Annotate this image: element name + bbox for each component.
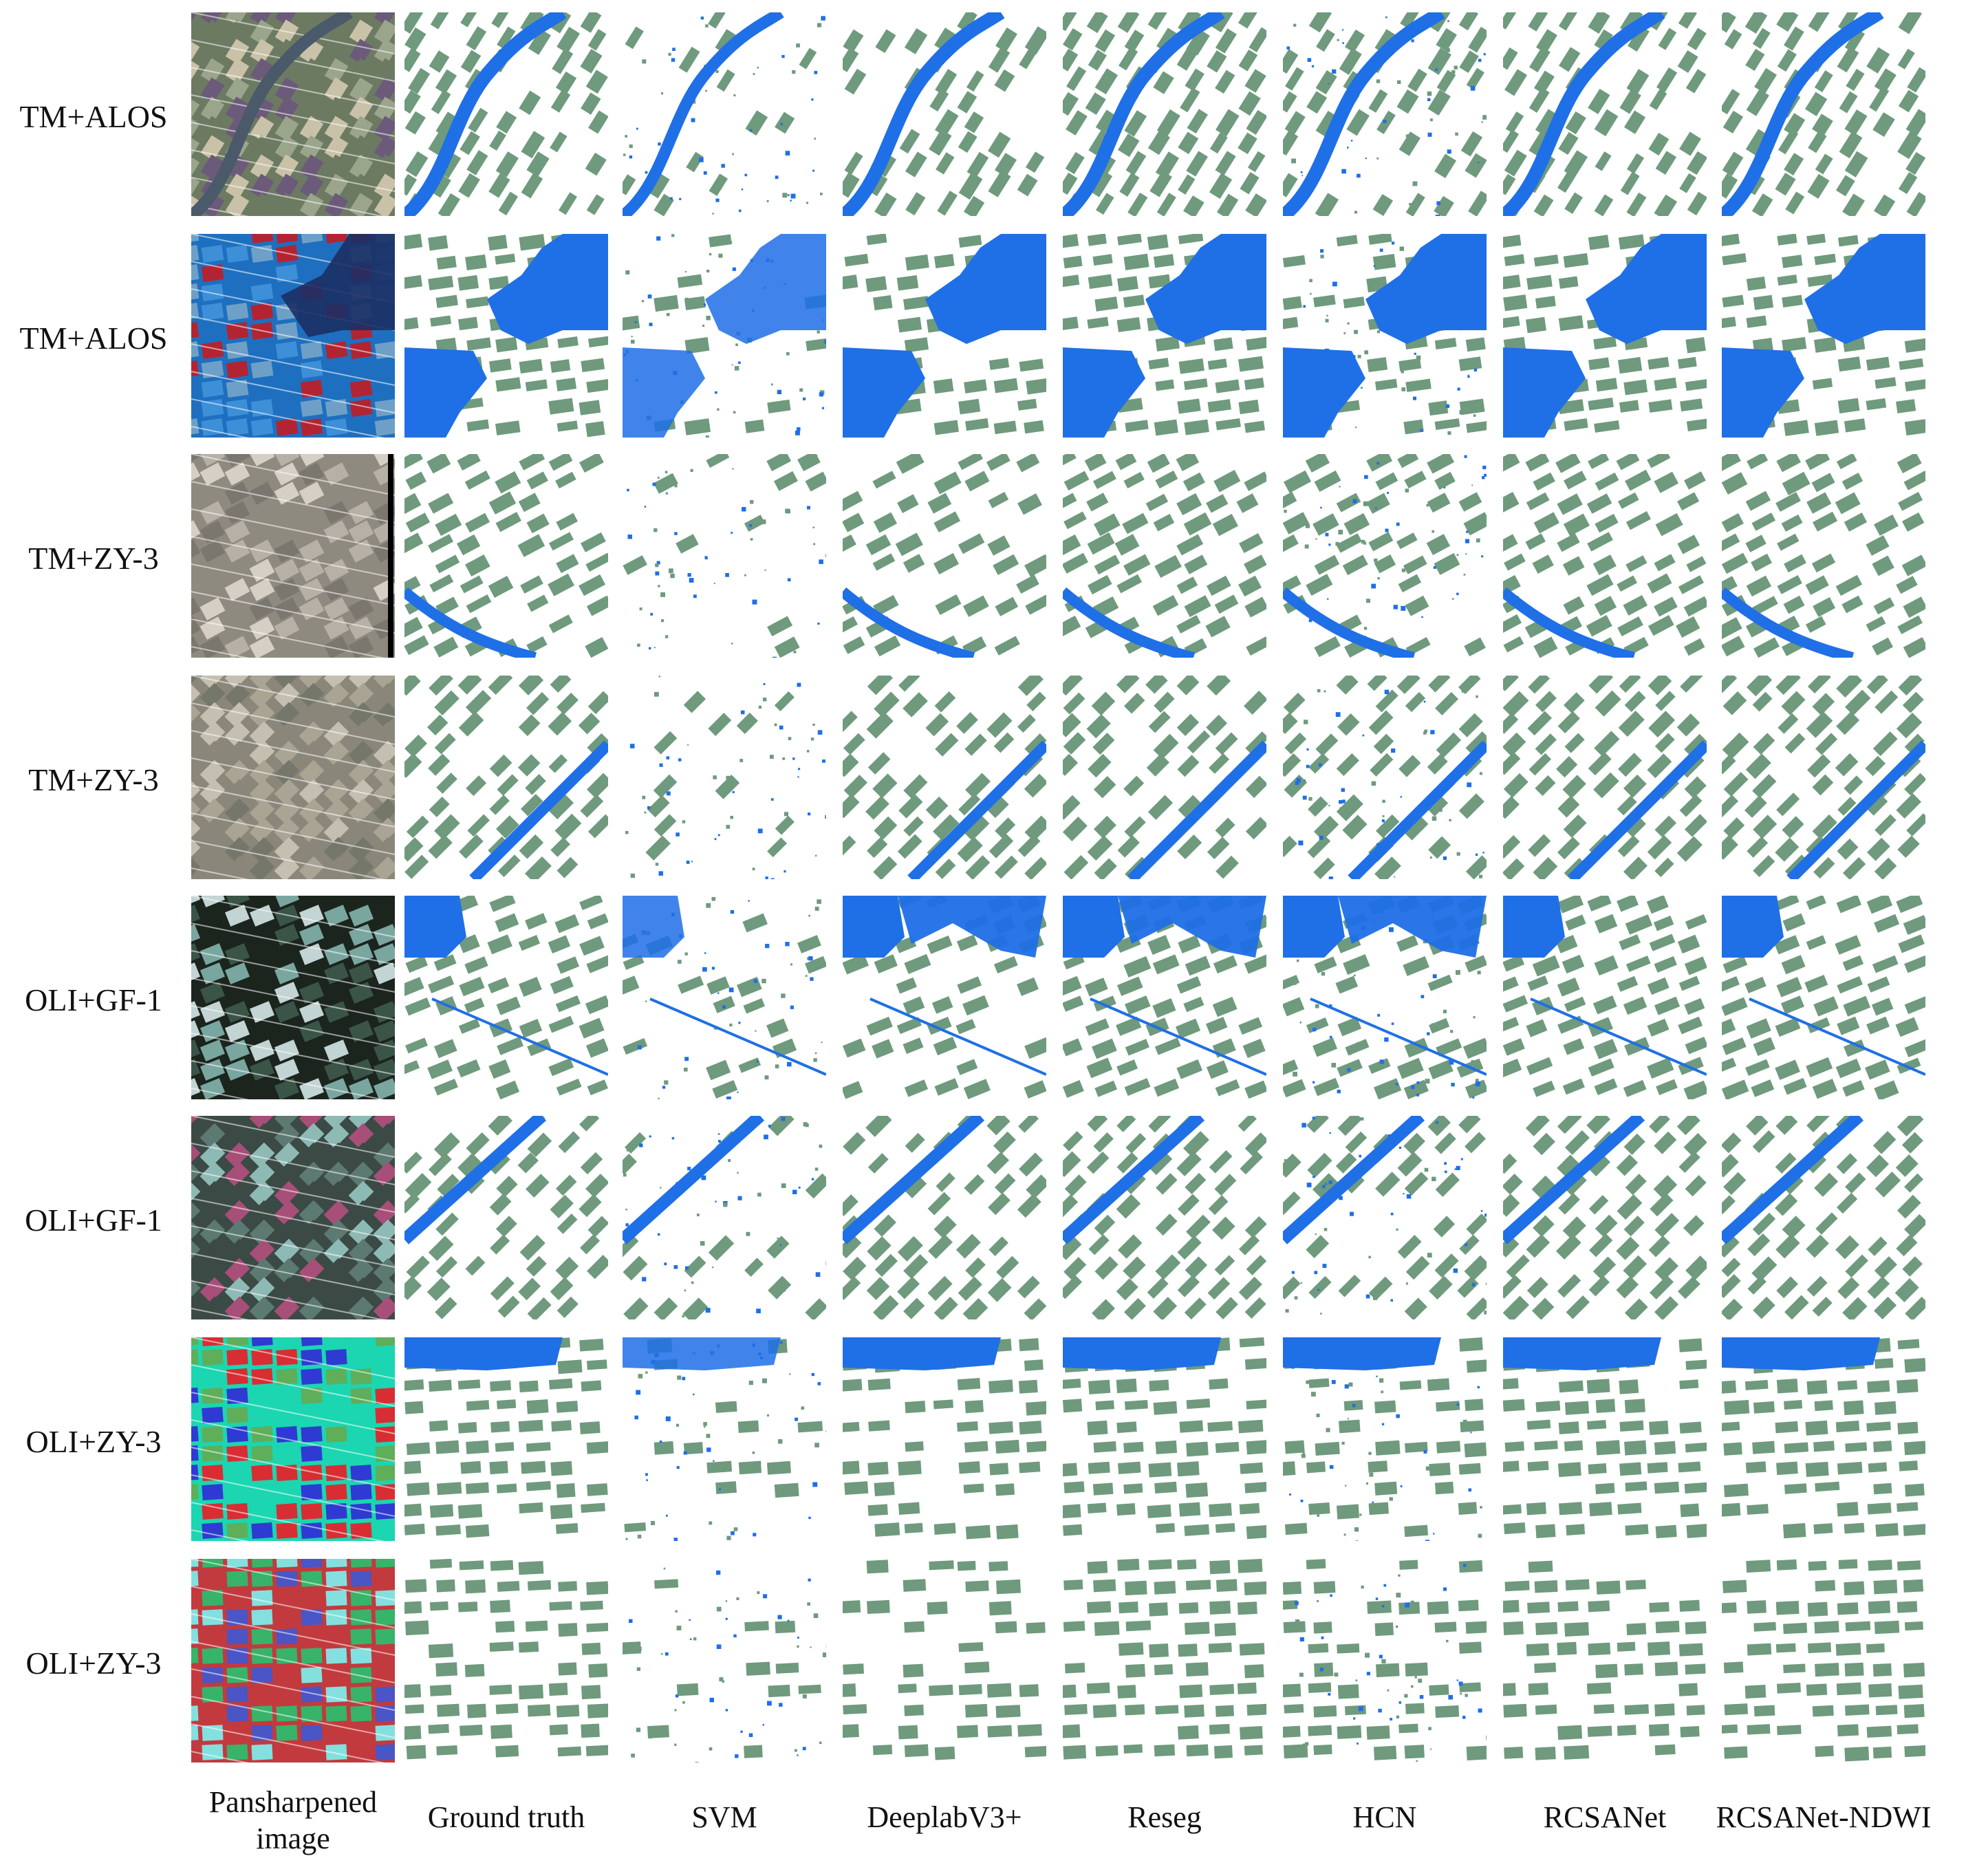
rcsanet-mask-tile — [1503, 234, 1707, 438]
rcsanet-mask-tile — [1503, 1116, 1707, 1319]
reseg-mask-tile — [1063, 676, 1266, 879]
row-label: OLI+ZY-3 — [25, 1646, 162, 1681]
rcsanet-ndwi-mask-tile — [1722, 896, 1925, 1099]
rcsanet-mask-tile — [1503, 676, 1707, 879]
row-label: TM+ZY-3 — [28, 762, 159, 797]
hcn-mask-tile — [1283, 1337, 1487, 1541]
column-label-text: Reseg — [1127, 1800, 1202, 1834]
reseg-mask-tile — [1063, 1559, 1266, 1762]
row-label: TM+ZY-3 — [28, 541, 159, 576]
ground-truth-mask-tile — [404, 454, 608, 658]
pansharpened-image-tile — [191, 896, 395, 1099]
row-label: OLI+ZY-3 — [25, 1424, 162, 1459]
column-label: Ground truth — [384, 1787, 629, 1863]
rcsanet-ndwi-mask-tile — [1722, 1116, 1925, 1319]
column-label-text: HCN — [1352, 1800, 1417, 1834]
reseg-mask-tile — [1063, 454, 1266, 658]
column-label-text: Pansharpened image — [208, 1785, 378, 1855]
deeplabv3plus-mask-tile — [843, 676, 1046, 879]
column-label: HCN — [1262, 1787, 1507, 1863]
deeplabv3plus-mask-tile — [843, 896, 1046, 1099]
rcsanet-mask-tile — [1503, 1559, 1707, 1762]
rcsanet-ndwi-mask-tile — [1722, 12, 1925, 216]
rcsanet-ndwi-mask-tile — [1722, 1559, 1925, 1762]
pansharpened-image-tile — [191, 676, 395, 879]
rcsanet-ndwi-mask-tile — [1722, 676, 1925, 879]
pansharpened-image-tile — [191, 454, 395, 658]
ground-truth-mask-tile — [404, 234, 608, 438]
hcn-mask-tile — [1283, 676, 1487, 879]
ground-truth-mask-tile — [404, 12, 608, 216]
reseg-mask-tile — [1063, 1337, 1266, 1541]
column-label: SVM — [602, 1787, 847, 1863]
column-label: Pansharpened image — [171, 1785, 415, 1863]
hcn-mask-tile — [1283, 1559, 1487, 1762]
ground-truth-mask-tile — [404, 1559, 608, 1762]
column-label-text: SVM — [691, 1800, 757, 1834]
rcsanet-mask-tile — [1503, 896, 1707, 1099]
column-label: Reseg — [1042, 1787, 1287, 1863]
reseg-mask-tile — [1063, 896, 1266, 1099]
row-label: TM+ALOS — [19, 99, 168, 134]
deeplabv3plus-mask-tile — [843, 12, 1046, 216]
column-label: DeeplabV3+ — [822, 1787, 1067, 1863]
hcn-mask-tile — [1283, 896, 1487, 1099]
rcsanet-ndwi-mask-tile — [1722, 234, 1925, 438]
row-label: OLI+GF-1 — [25, 982, 162, 1017]
pansharpened-image-tile — [191, 1116, 395, 1319]
column-label-text: RCSANet-NDWI — [1716, 1800, 1932, 1834]
deeplabv3plus-mask-tile — [843, 1116, 1046, 1319]
rcsanet-ndwi-mask-tile — [1722, 1337, 1925, 1541]
pansharpened-image-tile — [191, 12, 395, 216]
ground-truth-mask-tile — [404, 1116, 608, 1319]
pansharpened-image-tile — [191, 1337, 395, 1541]
deeplabv3plus-mask-tile — [843, 454, 1046, 658]
svm-mask-tile — [623, 12, 826, 216]
rcsanet-mask-tile — [1503, 454, 1707, 658]
column-label-text: Ground truth — [427, 1800, 585, 1834]
svm-mask-tile — [623, 1559, 826, 1762]
deeplabv3plus-mask-tile — [843, 234, 1046, 438]
row-label: OLI+GF-1 — [25, 1203, 162, 1238]
column-label-text: RCSANet — [1543, 1800, 1667, 1834]
column-label-text: DeeplabV3+ — [867, 1800, 1022, 1834]
rcsanet-ndwi-mask-tile — [1722, 454, 1925, 658]
svm-mask-tile — [623, 234, 826, 438]
deeplabv3plus-mask-tile — [843, 1337, 1046, 1541]
reseg-mask-tile — [1063, 234, 1266, 438]
pansharpened-image-tile — [191, 1559, 395, 1762]
column-label: RCSANet-NDWI — [1701, 1787, 1946, 1863]
deeplabv3plus-mask-tile — [843, 1559, 1046, 1762]
column-label: RCSANet — [1482, 1787, 1727, 1863]
hcn-mask-tile — [1283, 454, 1487, 658]
hcn-mask-tile — [1283, 12, 1487, 216]
ground-truth-mask-tile — [404, 1337, 608, 1541]
svm-mask-tile — [623, 454, 826, 658]
svm-mask-tile — [623, 676, 826, 879]
ground-truth-mask-tile — [404, 676, 608, 879]
pansharpened-image-tile — [191, 234, 395, 438]
rcsanet-mask-tile — [1503, 1337, 1707, 1541]
rcsanet-mask-tile — [1503, 12, 1707, 216]
ground-truth-mask-tile — [404, 896, 608, 1099]
reseg-mask-tile — [1063, 12, 1266, 216]
svm-mask-tile — [623, 896, 826, 1099]
svm-mask-tile — [623, 1116, 826, 1319]
hcn-mask-tile — [1283, 234, 1487, 438]
svm-mask-tile — [623, 1337, 826, 1541]
row-label: TM+ALOS — [19, 321, 168, 356]
reseg-mask-tile — [1063, 1116, 1266, 1319]
hcn-mask-tile — [1283, 1116, 1487, 1319]
